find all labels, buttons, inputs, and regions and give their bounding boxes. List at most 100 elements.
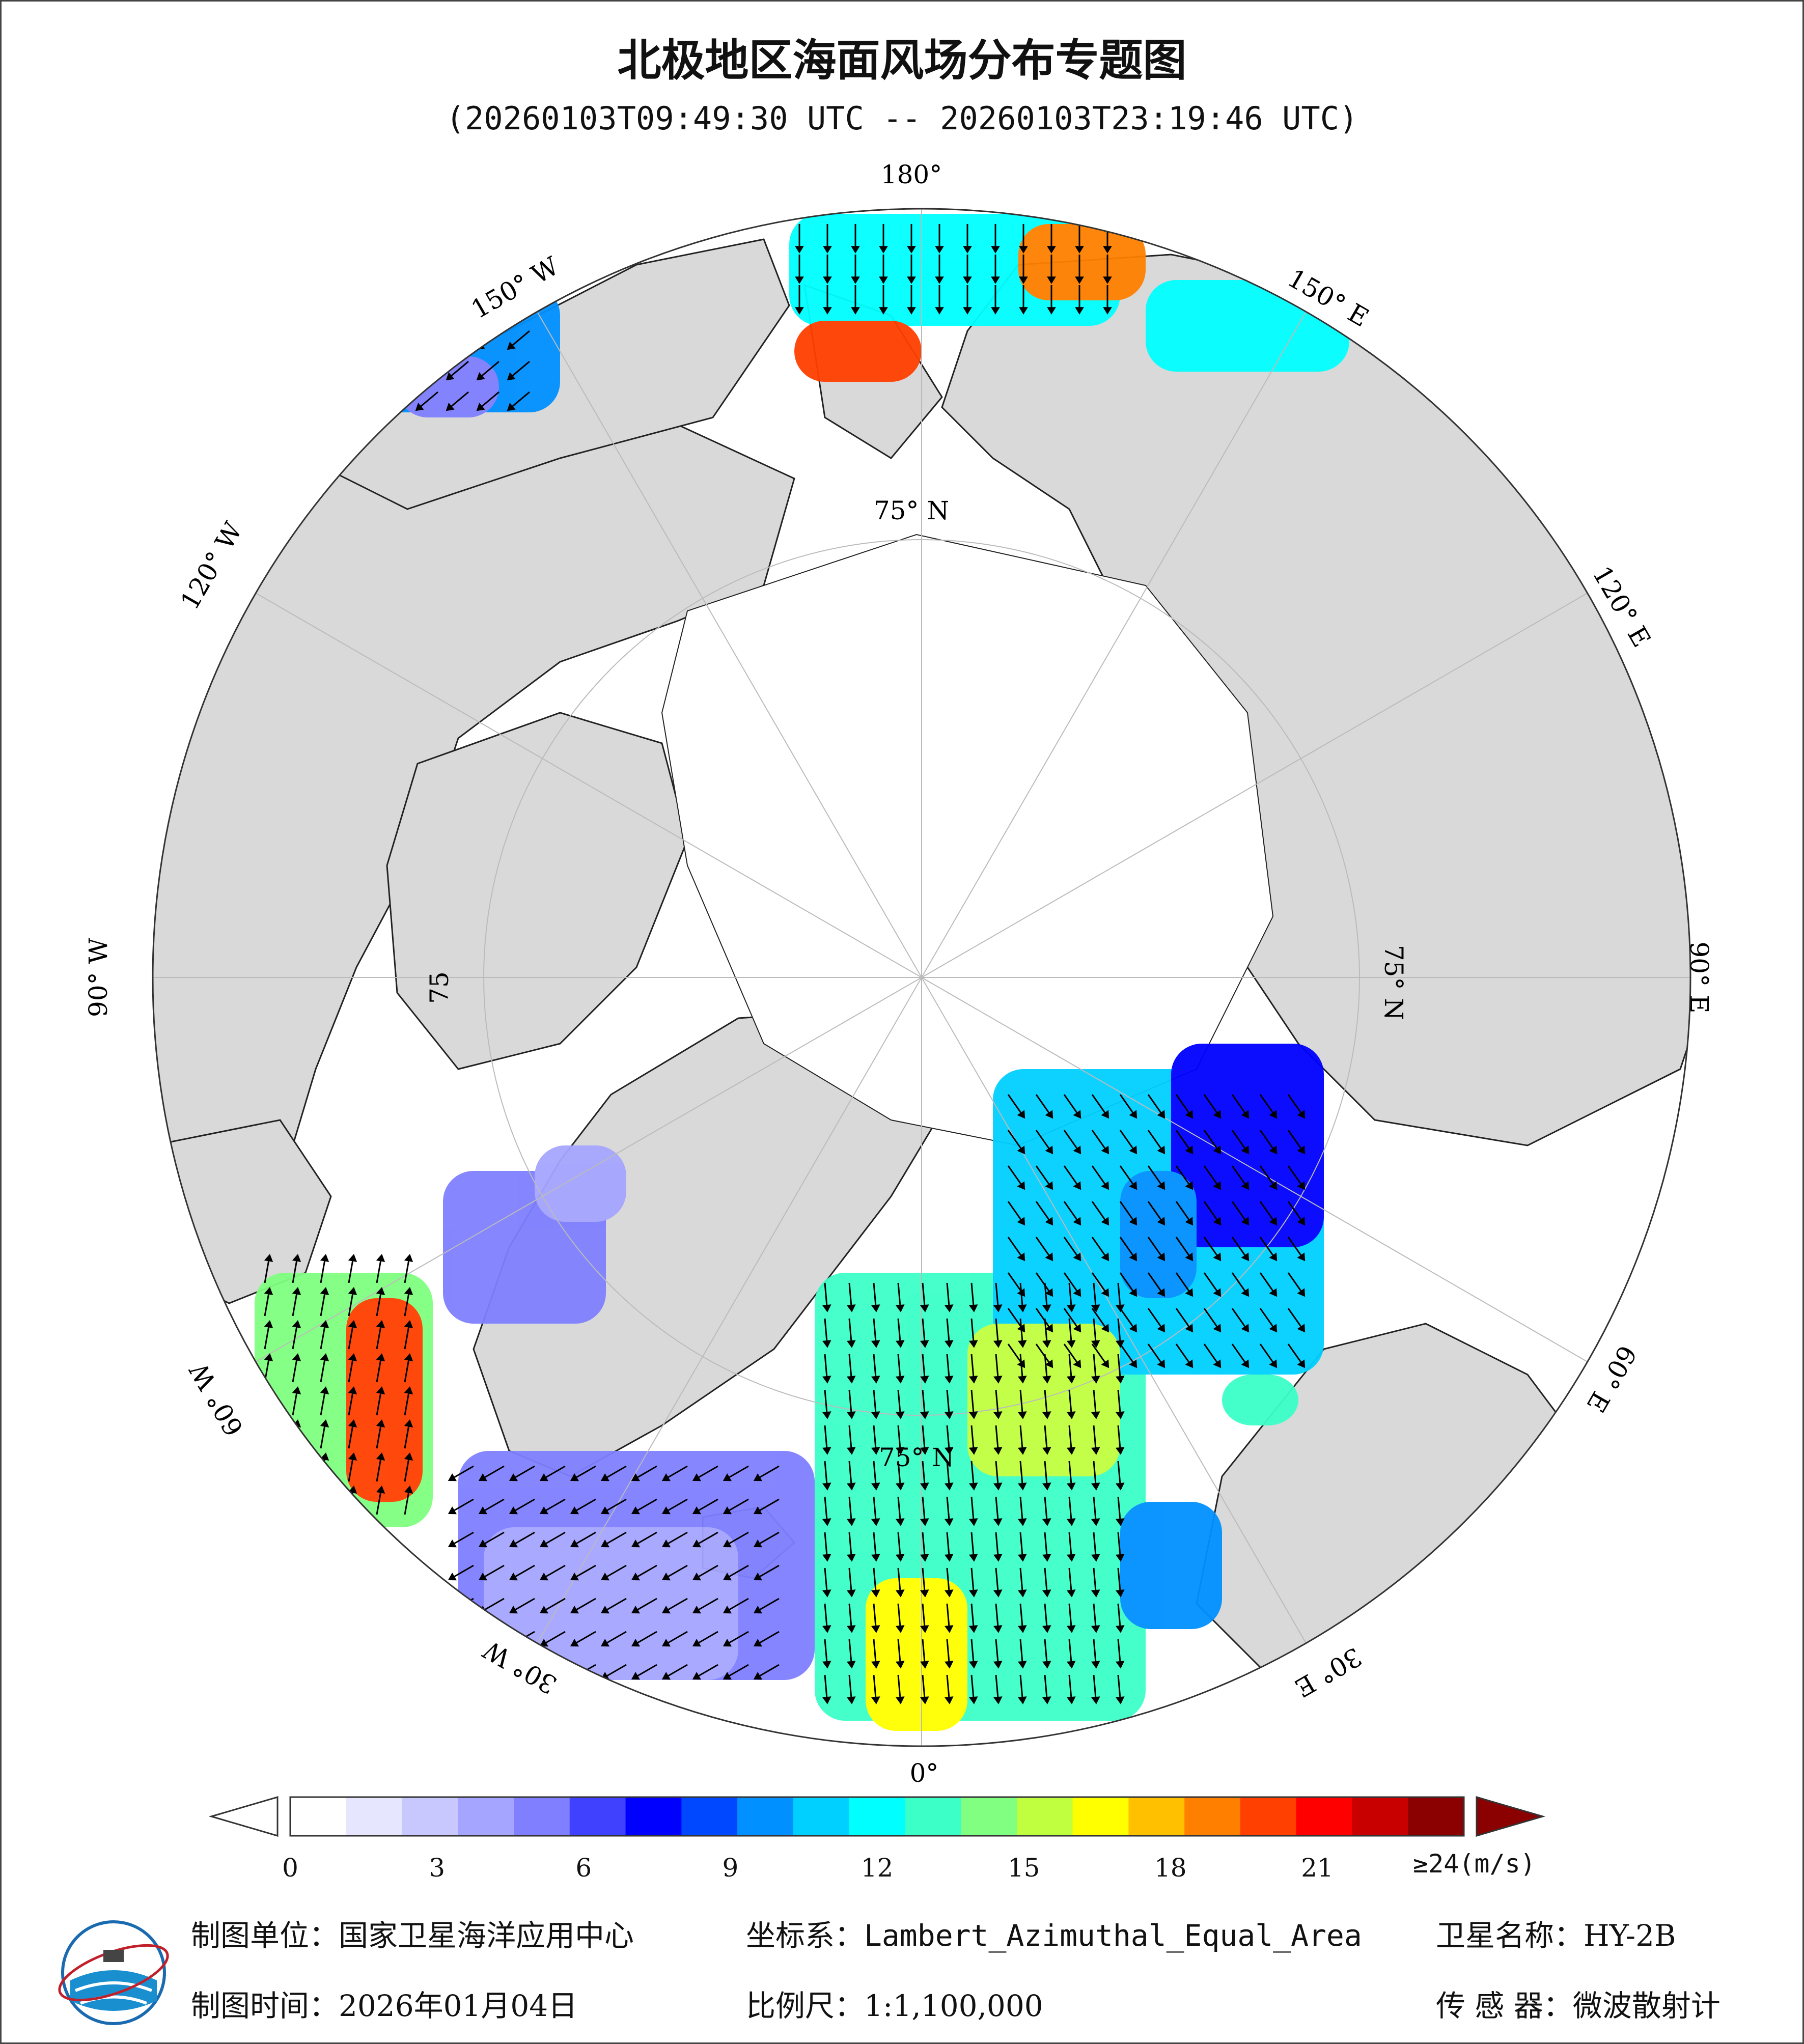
wind-vector-head: [1185, 1110, 1194, 1119]
wind-vector-head: [1185, 1252, 1194, 1262]
parallel-circle: [483, 539, 1360, 1416]
wind-vector-head: [320, 1353, 329, 1361]
wind-vector-head: [1101, 1217, 1109, 1226]
wind-vector-head: [944, 1447, 954, 1455]
graticule: [153, 209, 1690, 1746]
meridian-line: [921, 977, 1307, 1644]
label-lat-75-right: 75° N: [1379, 945, 1408, 1020]
wind-vector-head: [1101, 1110, 1109, 1119]
wind-vector-head: [993, 1304, 1003, 1312]
map-title: 北极地区海面风场分布专题图: [617, 35, 1187, 86]
wind-vector-head: [1115, 1411, 1125, 1419]
wind-vector-head: [1185, 1217, 1194, 1226]
wind-vector-head: [968, 1482, 978, 1491]
wind-vector-head: [944, 1304, 954, 1312]
wind-vector-head: [1042, 1625, 1051, 1633]
wind-vector: [415, 299, 438, 319]
wind-vector-head: [851, 246, 860, 254]
wind-vector-head: [920, 1661, 929, 1669]
wind-vector-head: [968, 1625, 978, 1633]
wind-vector-head: [1042, 1554, 1051, 1562]
wind-vector-head: [1213, 1359, 1222, 1368]
wind-vector-head: [823, 307, 832, 315]
wind-vector-head: [446, 342, 455, 350]
wind-vector-head: [871, 1518, 880, 1526]
wind-vector-head: [600, 1605, 609, 1614]
wind-vector-head: [993, 1554, 1003, 1562]
wind-vector-head: [1185, 1288, 1194, 1297]
time-range: (20260103T09:49:30 UTC -- 20260103T23:19…: [446, 100, 1358, 137]
wind-vector-head: [871, 1482, 880, 1491]
colorbar-cell: [793, 1797, 850, 1836]
wind-vector-head: [509, 1572, 518, 1581]
wind-vector-head: [846, 1482, 856, 1491]
wind-vector-head: [661, 1506, 671, 1515]
wind-vector-head: [753, 1671, 762, 1680]
wind-vector-head: [631, 1473, 640, 1481]
wind-vector-head: [723, 1605, 732, 1614]
wind-vector-head: [968, 1304, 978, 1312]
wind-vector-head: [1157, 1288, 1165, 1297]
wind-speed-patch: [346, 1298, 423, 1502]
wind-vector-head: [1019, 246, 1028, 254]
wind-vector: [446, 330, 469, 350]
wind-vector-head: [692, 1506, 701, 1515]
wind-vector-head: [1017, 1554, 1027, 1562]
colorbar-tick-label: 15: [1007, 1853, 1040, 1883]
colorbar-unit: ≥24(m/s): [1413, 1849, 1536, 1879]
wind-vector-head: [1115, 1625, 1125, 1633]
wind-vector-head: [509, 1605, 518, 1614]
wind-vector-head: [415, 372, 424, 381]
wind-vector-head: [895, 1340, 905, 1348]
colorbar-cell: [458, 1797, 515, 1836]
wind-vector-head: [1101, 1359, 1109, 1368]
wind-vector-head: [1157, 1181, 1165, 1190]
wind-vector-head: [846, 1447, 856, 1455]
wind-vector-head: [871, 1376, 880, 1384]
wind-speed-patch: [1120, 1171, 1197, 1298]
wind-vector-head: [1045, 1217, 1053, 1226]
wind-vector-head: [1241, 1217, 1250, 1226]
wind-vector-head: [822, 1554, 831, 1562]
wind-vector-head: [1017, 1376, 1027, 1384]
wind-vector-head: [1185, 1181, 1194, 1190]
wind-vector-head: [292, 1320, 301, 1328]
wind-vector-head: [292, 1386, 301, 1394]
wind-vector-head: [600, 1506, 609, 1515]
wind-vector-head: [509, 1638, 518, 1647]
wind-vector-head: [1045, 1145, 1053, 1155]
wind-vector-head: [1269, 1324, 1278, 1333]
wind-vector-head: [348, 1386, 357, 1394]
wind-vector-head: [1091, 1589, 1100, 1598]
colorbar-tick-label: 18: [1154, 1853, 1187, 1883]
wind-vector-head: [1157, 1217, 1165, 1226]
wind-vector-head: [404, 1320, 413, 1328]
wind-vector: [446, 299, 469, 319]
wind-vector-head: [384, 342, 394, 350]
wind-vector-head: [415, 342, 424, 350]
wind-vector-head: [1017, 1110, 1025, 1119]
wind-vector-head: [944, 1518, 954, 1526]
wind-vector-head: [795, 276, 804, 284]
wind-vector-head: [354, 342, 363, 350]
wind-vector-head: [570, 1605, 579, 1614]
wind-vector-head: [1129, 1217, 1137, 1226]
wind-vector-head: [822, 1304, 831, 1312]
wind-vector-head: [1066, 1411, 1076, 1419]
wind-vector-head: [944, 1589, 954, 1598]
wind-vector-head: [1045, 1252, 1053, 1262]
wind-vector-head: [1115, 1340, 1125, 1348]
wind-vector-head: [993, 1376, 1003, 1384]
wind-speed-patch: [967, 1324, 1120, 1476]
label-lon-90w: 90° W: [84, 937, 113, 1017]
wind-vector-head: [935, 246, 944, 254]
wind-vector-head: [384, 372, 394, 381]
wind-vector-head: [993, 1518, 1003, 1526]
wind-vector-head: [895, 1304, 905, 1312]
wind-vector-head: [723, 1638, 732, 1647]
wind-vector-head: [895, 1447, 905, 1455]
wind-vector: [292, 1487, 299, 1515]
wind-vector-head: [1066, 1518, 1076, 1526]
label-lat-75-top: 75° N: [874, 496, 949, 525]
colorbar-cell: [1016, 1797, 1073, 1836]
